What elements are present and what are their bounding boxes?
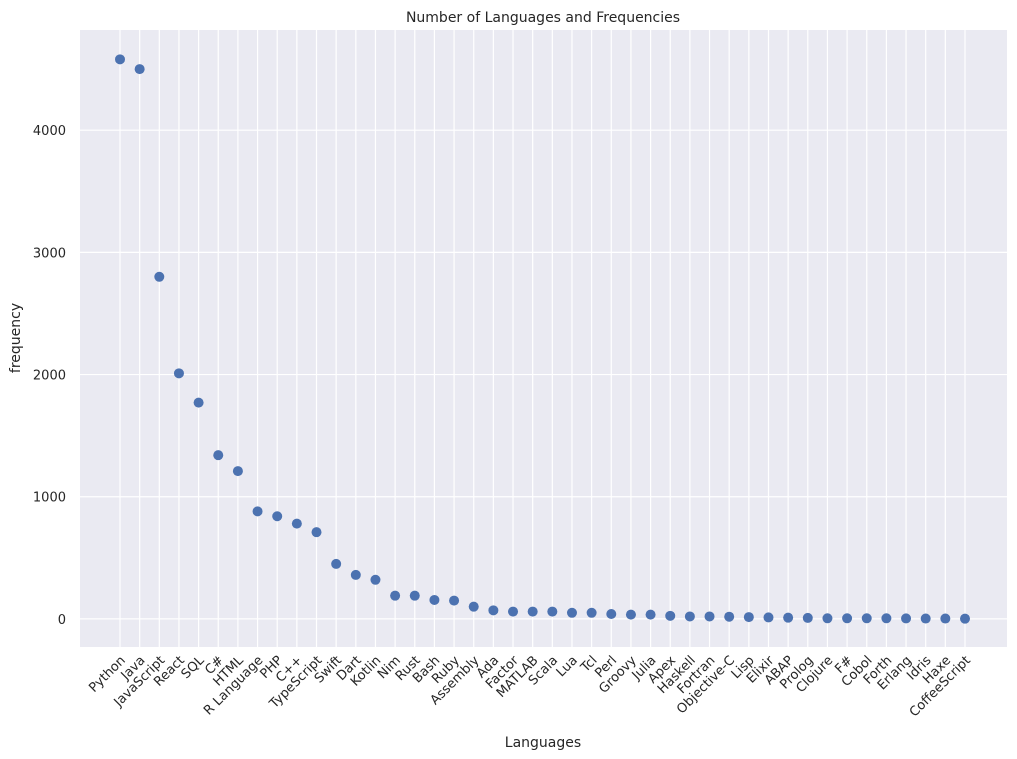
data-point (449, 595, 460, 606)
y-tick-label: 4000 (33, 124, 66, 139)
data-point (409, 590, 420, 601)
x-axis-label: Languages (505, 735, 581, 751)
data-point (115, 54, 125, 65)
data-points (115, 54, 970, 624)
data-point (822, 613, 833, 624)
data-point (272, 511, 283, 522)
data-point (350, 569, 361, 580)
y-tick-labels: 0 1000 2000 3000 4000 (33, 124, 66, 628)
data-point (134, 64, 145, 75)
data-point (547, 606, 558, 617)
data-point (154, 271, 165, 282)
data-point (881, 613, 892, 624)
data-point (920, 613, 931, 624)
data-point (527, 606, 538, 617)
data-point (311, 527, 322, 538)
data-point (488, 605, 499, 616)
y-tick-label: 3000 (33, 246, 66, 261)
data-point (331, 558, 342, 569)
data-point (724, 611, 735, 622)
data-point (586, 607, 597, 618)
data-point (665, 610, 676, 621)
data-point (291, 518, 302, 529)
data-point (960, 613, 970, 624)
data-point (390, 590, 401, 601)
data-point (508, 606, 519, 617)
x-tick-label: Lua (554, 653, 581, 680)
data-point (606, 609, 617, 620)
data-point (802, 612, 813, 623)
plot-area (80, 30, 1007, 647)
data-point (625, 609, 636, 620)
data-point (684, 611, 695, 622)
y-axis-label: frequency (8, 303, 24, 373)
data-point (173, 368, 184, 379)
y-tick-label: 1000 (33, 491, 66, 506)
data-point (901, 613, 912, 624)
data-point (213, 450, 224, 461)
chart-title: Number of Languages and Frequencies (406, 10, 680, 26)
data-point (763, 612, 774, 623)
data-point (193, 397, 204, 408)
data-point (429, 594, 440, 605)
data-point (645, 609, 656, 620)
data-point (566, 607, 577, 618)
data-point (861, 613, 872, 624)
data-point (370, 574, 381, 585)
y-tick-label: 0 (58, 613, 66, 628)
data-point (940, 613, 951, 624)
data-point (743, 612, 754, 623)
data-point (468, 601, 479, 612)
data-point (232, 466, 243, 477)
data-point (783, 612, 794, 623)
y-tick-label: 2000 (33, 369, 66, 384)
data-point (842, 613, 853, 624)
data-point (252, 506, 263, 517)
data-point (704, 611, 715, 622)
gridlines (80, 30, 1007, 647)
